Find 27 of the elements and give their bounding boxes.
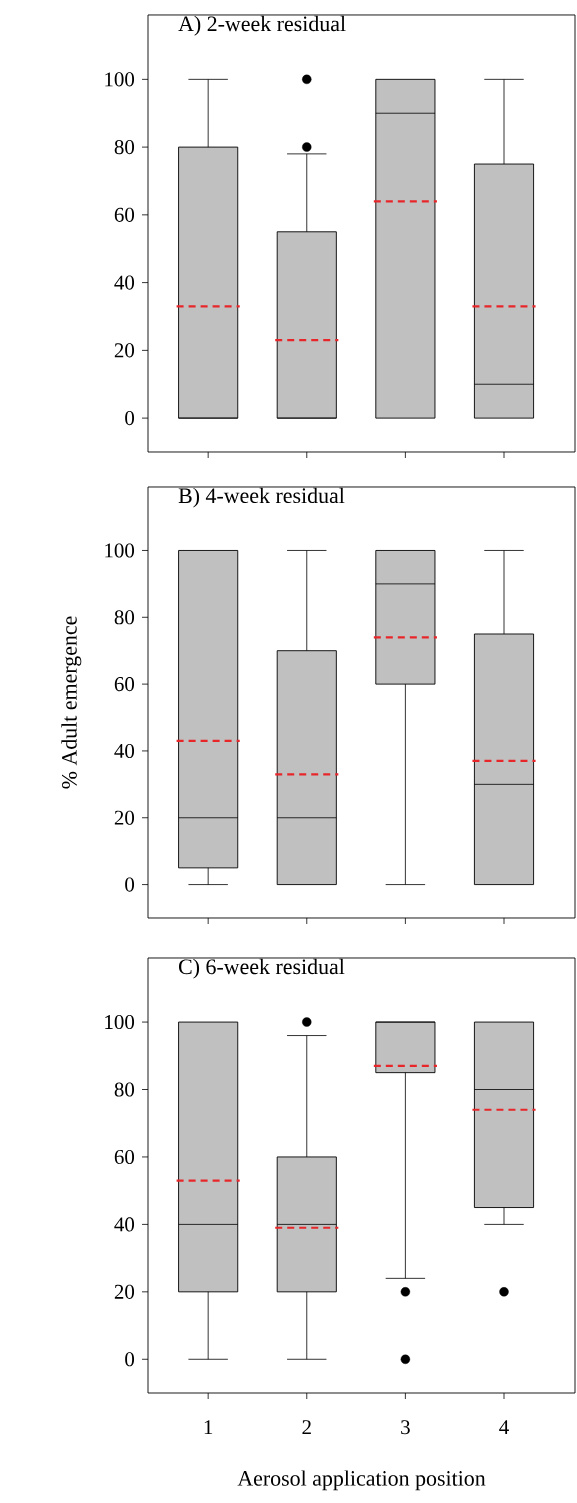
y-tick-label: 60 — [114, 677, 135, 692]
y-tick-label: 40 — [114, 1217, 135, 1232]
x-tick-label: 2 — [302, 1420, 311, 1435]
y-tick-label: 80 — [114, 1082, 135, 1097]
x-tick-label: 1 — [204, 1420, 213, 1434]
y-tick-label: 40 — [114, 743, 135, 758]
y-tick-label: 60 — [114, 207, 135, 222]
chart-title: B) 4-week residual — [178, 487, 345, 508]
chart-title: A) 2-week residual — [178, 15, 346, 36]
x-tick-label: 4 — [499, 1420, 509, 1434]
x-tick-label: 3 — [401, 1420, 410, 1435]
y-tick-label: 20 — [114, 1284, 135, 1299]
chart-title: C) 6-week residual — [179, 958, 345, 979]
y-tick-label: 0 — [125, 411, 135, 426]
y-tick-label: 0 — [125, 877, 135, 892]
x-axis-title: Aerosol application position — [237, 1470, 486, 1491]
y-tick-label: 100 — [105, 1015, 135, 1030]
y-tick-label: 80 — [114, 140, 135, 155]
y-tick-label: 40 — [114, 275, 135, 290]
y-tick-label: 100 — [105, 72, 135, 87]
y-axis-title: % Adult emergence — [61, 616, 82, 789]
y-tick-label: 60 — [114, 1149, 135, 1165]
y-tick-label: 80 — [114, 610, 135, 625]
y-tick-label: 20 — [114, 343, 135, 358]
y-tick-label: 20 — [114, 810, 135, 825]
y-tick-label: 100 — [105, 543, 135, 558]
y-tick-label: 0 — [125, 1352, 135, 1367]
